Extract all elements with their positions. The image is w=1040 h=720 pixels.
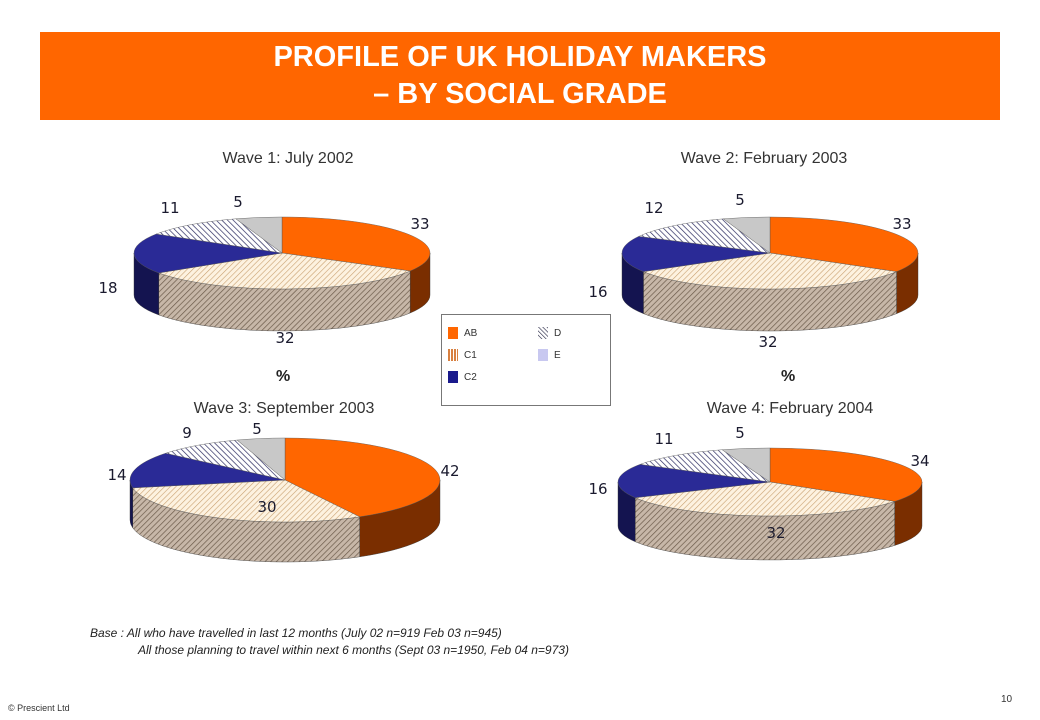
legend-label-c2: C2 [464, 371, 477, 383]
base-note-line-1: Base : All who have travelled in last 12… [90, 626, 502, 640]
pie-slice-e [236, 437, 286, 481]
data-label-d: 9 [182, 424, 192, 442]
pie-slice-d [164, 439, 286, 481]
data-label-e: 5 [252, 420, 262, 438]
chart-title-wave-4: Wave 4: February 2004 [706, 400, 874, 417]
data-label-c1: 32 [758, 333, 777, 351]
pie-slice-e [235, 216, 283, 254]
slide-title: PROFILE OF UK HOLIDAY MAKERS – BY SOCIAL… [40, 32, 1000, 120]
legend-label-e: E [554, 349, 561, 361]
data-label-e: 5 [735, 191, 745, 209]
legend-item-d: D [538, 327, 561, 339]
percent-label-left: % [276, 368, 291, 385]
pie-side-walls [621, 252, 919, 332]
chart-title-wave-2: Wave 2: February 2003 [680, 150, 848, 167]
legend-swatch-e [538, 349, 548, 361]
pie-slice-ab [769, 447, 923, 502]
data-label-ab: 34 [910, 452, 929, 470]
base-note-line-2: All those planning to travel within next… [138, 643, 569, 657]
legend-item-c2: C2 [448, 371, 477, 383]
data-label-e: 5 [735, 424, 745, 442]
pie-slice-c1 [642, 252, 898, 290]
pie-slice-c1 [132, 479, 361, 523]
data-label-d: 12 [644, 199, 663, 217]
data-label-ab: 42 [440, 462, 459, 480]
legend-item-e: E [538, 349, 561, 361]
data-label-ab: 33 [892, 215, 911, 233]
data-label-d: 11 [160, 199, 179, 217]
copyright: © Prescient Ltd [8, 703, 70, 713]
data-label-ab: 33 [410, 215, 429, 233]
legend-item-ab: AB [448, 327, 477, 339]
pie-slice-d [155, 218, 283, 254]
data-label-c2: 16 [588, 480, 607, 498]
pie-chart-wave-3: 42 30 14 9 5 [107, 420, 460, 563]
data-label-c2: 18 [98, 279, 117, 297]
pie-slice-c2 [617, 464, 771, 498]
data-label-c2: 16 [588, 283, 607, 301]
pie-slice-c2 [129, 453, 286, 489]
legend-swatch-c2 [448, 371, 458, 383]
pie-slice-e [721, 447, 771, 483]
legend-item-c1: C1 [448, 349, 477, 361]
pie-slice-ab [284, 437, 441, 518]
pie-slice-d [638, 218, 771, 254]
legend-swatch-c1 [448, 349, 458, 361]
pie-slice-d [639, 449, 771, 483]
chart-title-wave-3: Wave 3: September 2003 [193, 400, 375, 417]
legend: AB C1 C2 D E [441, 314, 611, 406]
data-label-c1: 32 [275, 329, 294, 347]
data-label-c2: 14 [107, 466, 126, 484]
title-line-2: – BY SOCIAL GRADE [373, 78, 667, 110]
pie-slice-ab [281, 216, 431, 272]
pie-slice-c2 [621, 236, 771, 272]
legend-label-d: D [554, 327, 562, 339]
pie-slice-c1 [157, 252, 411, 290]
data-label-c1: 32 [766, 524, 785, 542]
base-note: Base : All who have travelled in last 12… [90, 625, 569, 659]
pie-slice-ab [769, 216, 919, 272]
pie-slice-c1 [634, 481, 895, 517]
pie-chart-wave-2: 33 32 16 12 5 [588, 191, 919, 351]
legend-swatch-ab [448, 327, 458, 339]
data-label-e: 5 [233, 193, 243, 211]
pie-chart-wave-4: 34 32 16 11 5 [588, 424, 930, 561]
title-line-1: PROFILE OF UK HOLIDAY MAKERS [273, 41, 767, 73]
pie-slice-e [722, 216, 771, 254]
legend-swatch-d [538, 327, 548, 339]
legend-label-c1: C1 [464, 349, 477, 361]
percent-label-right: % [781, 368, 796, 385]
data-label-c1: 30 [257, 498, 276, 516]
data-label-d: 11 [654, 430, 673, 448]
pie-slice-c2 [133, 233, 283, 274]
legend-label-ab: AB [464, 327, 478, 339]
chart-title-wave-1: Wave 1: July 2002 [222, 150, 354, 167]
page-number: 10 [1001, 694, 1013, 705]
pie-chart-wave-1: 33 32 18 11 5 [98, 193, 431, 347]
